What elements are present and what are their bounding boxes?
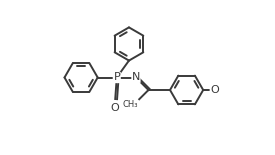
Text: P: P xyxy=(113,73,120,82)
Text: N: N xyxy=(132,73,140,82)
Text: O: O xyxy=(111,103,120,113)
Text: O: O xyxy=(210,85,219,95)
Text: CH₃: CH₃ xyxy=(123,100,138,109)
